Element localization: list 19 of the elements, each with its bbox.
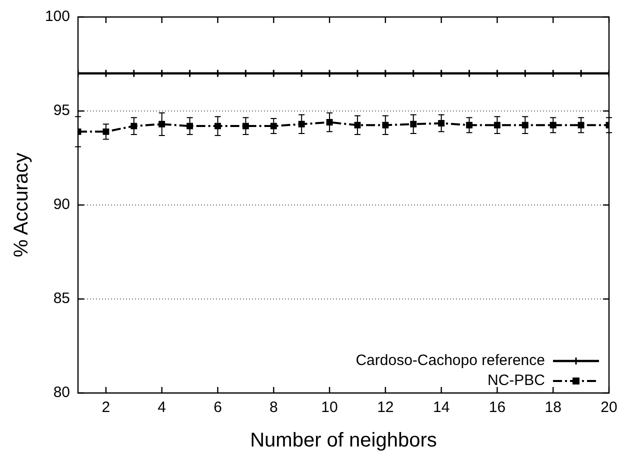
y-axis-title: % Accuracy bbox=[10, 152, 33, 258]
x-tick-label: 18 bbox=[544, 399, 562, 416]
x-tick-label: 6 bbox=[214, 399, 222, 416]
legend-label: NC-PBC bbox=[487, 372, 546, 390]
y-tick-label: 85 bbox=[53, 290, 70, 308]
x-tick-label: 12 bbox=[377, 399, 394, 416]
x-tick-label: 16 bbox=[488, 399, 506, 416]
x-tick-label: 2 bbox=[102, 399, 110, 416]
y-tick-label: 90 bbox=[53, 196, 70, 214]
y-tick-label: 95 bbox=[53, 102, 70, 120]
y-tick-label: 100 bbox=[44, 8, 70, 26]
x-tick-label: 14 bbox=[432, 399, 450, 416]
x-tick-label: 10 bbox=[321, 399, 338, 416]
x-tick-label: 20 bbox=[600, 399, 618, 416]
x-tick-label: 8 bbox=[269, 399, 278, 416]
x-axis-title: Number of neighbors bbox=[250, 430, 437, 452]
y-tick-label: 80 bbox=[53, 384, 70, 402]
legend-label: Cardoso-Cachopo reference bbox=[356, 352, 545, 370]
x-tick-label: 4 bbox=[158, 399, 166, 416]
